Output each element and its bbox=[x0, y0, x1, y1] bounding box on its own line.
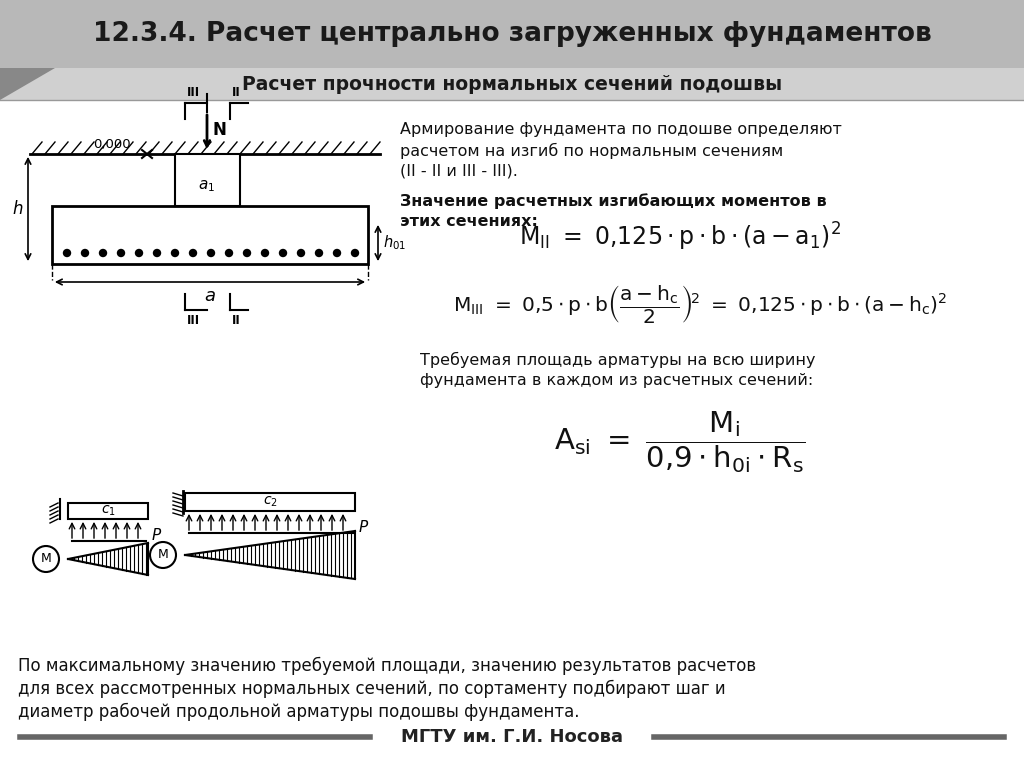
Circle shape bbox=[154, 249, 161, 256]
Text: II: II bbox=[231, 86, 241, 99]
Text: диаметр рабочей продольной арматуры подошвы фундамента.: диаметр рабочей продольной арматуры подо… bbox=[18, 703, 580, 721]
Text: II: II bbox=[231, 314, 241, 327]
Text: фундамента в каждом из расчетных сечений:: фундамента в каждом из расчетных сечений… bbox=[420, 373, 813, 388]
Circle shape bbox=[261, 249, 268, 256]
Text: P: P bbox=[152, 528, 161, 544]
Text: (II - II и III - III).: (II - II и III - III). bbox=[400, 164, 518, 179]
Text: P: P bbox=[359, 521, 369, 535]
Text: M: M bbox=[158, 548, 168, 561]
Text: $h_{01}$: $h_{01}$ bbox=[383, 234, 407, 252]
Text: Требуемая площадь арматуры на всю ширину: Требуемая площадь арматуры на всю ширину bbox=[420, 352, 815, 368]
Text: Расчет прочности нормальных сечений подошвы: Расчет прочности нормальных сечений подо… bbox=[242, 74, 782, 94]
Bar bbox=[52, 206, 368, 264]
Text: По максимальному значению требуемой площади, значению результатов расчетов: По максимальному значению требуемой площ… bbox=[18, 657, 756, 675]
Circle shape bbox=[351, 249, 358, 256]
Text: $c_2$: $c_2$ bbox=[262, 495, 278, 509]
Text: этих сечениях:: этих сечениях: bbox=[400, 214, 538, 229]
Polygon shape bbox=[0, 68, 55, 100]
Circle shape bbox=[118, 249, 125, 256]
Circle shape bbox=[315, 249, 323, 256]
Circle shape bbox=[244, 249, 251, 256]
Circle shape bbox=[171, 249, 178, 256]
Circle shape bbox=[63, 249, 71, 256]
Circle shape bbox=[135, 249, 142, 256]
Text: $c_1$: $c_1$ bbox=[100, 504, 116, 518]
Bar bbox=[0, 68, 1024, 100]
Bar bbox=[185, 493, 355, 511]
Circle shape bbox=[280, 249, 287, 256]
Text: расчетом на изгиб по нормальным сечениям: расчетом на изгиб по нормальным сечениям bbox=[400, 143, 783, 160]
Bar bbox=[0, 0, 1024, 68]
Text: N: N bbox=[212, 121, 226, 139]
Text: для всех рассмотренных нормальных сечений, по сортаменту подбирают шаг и: для всех рассмотренных нормальных сечени… bbox=[18, 680, 726, 698]
Circle shape bbox=[189, 249, 197, 256]
Text: III: III bbox=[186, 86, 200, 99]
Text: III: III bbox=[186, 314, 200, 327]
Bar bbox=[175, 154, 240, 206]
Circle shape bbox=[298, 249, 304, 256]
Text: 12.3.4. Расчет центрально загруженных фундаментов: 12.3.4. Расчет центрально загруженных фу… bbox=[92, 21, 932, 47]
Text: h: h bbox=[12, 200, 23, 218]
Text: 0,000: 0,000 bbox=[93, 138, 131, 151]
Circle shape bbox=[208, 249, 214, 256]
Circle shape bbox=[334, 249, 341, 256]
Text: МГТУ им. Г.И. Носова: МГТУ им. Г.И. Носова bbox=[401, 728, 623, 746]
Text: Значение расчетных изгибающих моментов в: Значение расчетных изгибающих моментов в bbox=[400, 193, 826, 209]
Text: M: M bbox=[41, 552, 51, 565]
Text: $\mathsf{A_{si}\ =\ \dfrac{M_i}{0{,}9 \cdot h_{0i} \cdot R_s}}$: $\mathsf{A_{si}\ =\ \dfrac{M_i}{0{,}9 \c… bbox=[554, 409, 806, 475]
Text: a: a bbox=[205, 287, 215, 305]
Text: $\mathsf{M_{II}\ =\ 0{,}125 \cdot p \cdot b \cdot \left(a - a_1\right)^2}$: $\mathsf{M_{II}\ =\ 0{,}125 \cdot p \cdo… bbox=[519, 221, 841, 253]
Text: $\mathsf{M_{III}\ =\ 0{,}5 \cdot p \cdot b\left(\dfrac{a - h_c}{2}\right)^{\!2}\: $\mathsf{M_{III}\ =\ 0{,}5 \cdot p \cdot… bbox=[453, 284, 947, 326]
Circle shape bbox=[225, 249, 232, 256]
Text: $a_1$: $a_1$ bbox=[199, 178, 215, 194]
Circle shape bbox=[82, 249, 88, 256]
Text: Армирование фундамента по подошве определяют: Армирование фундамента по подошве опреде… bbox=[400, 122, 842, 137]
Bar bbox=[68, 503, 148, 519]
Circle shape bbox=[99, 249, 106, 256]
